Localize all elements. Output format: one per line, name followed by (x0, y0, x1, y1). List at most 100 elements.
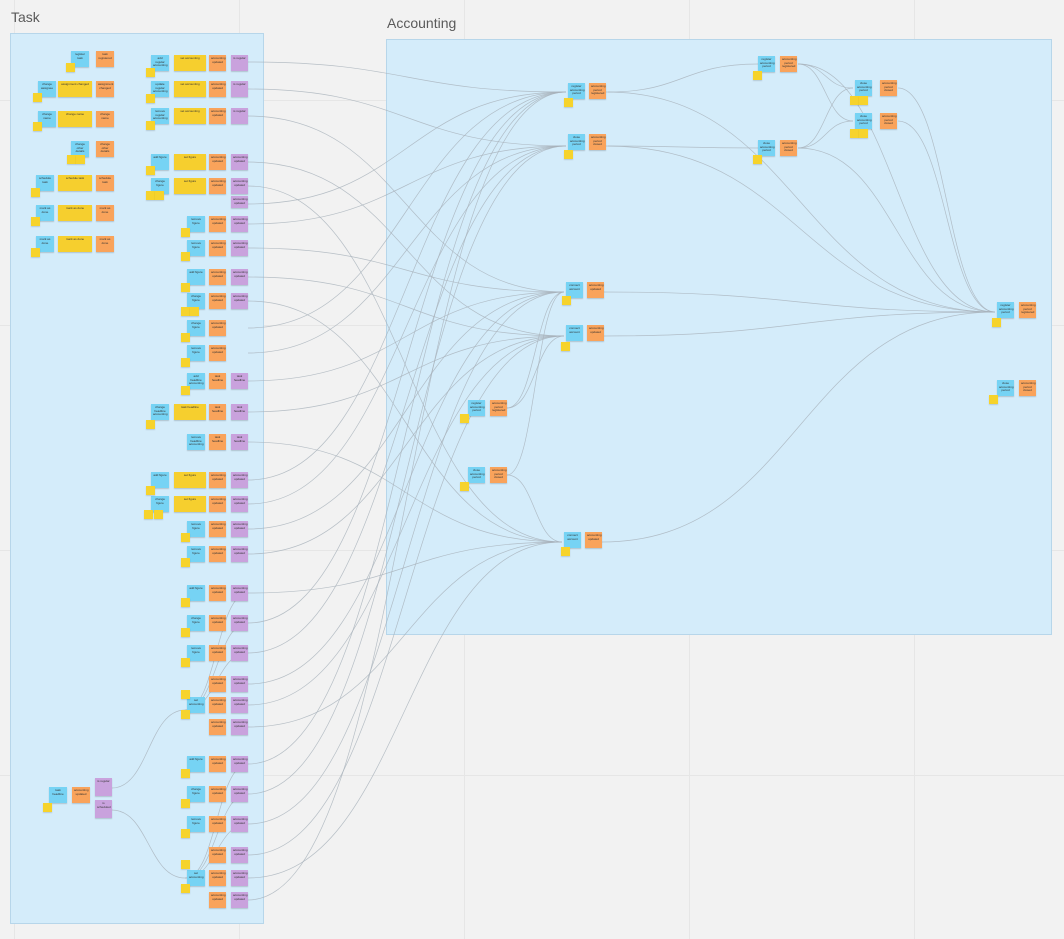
blue-sticky-note[interactable]: add headline accounting (187, 373, 205, 389)
orange-sticky-note[interactable]: accounting period closed (490, 467, 507, 483)
purple-sticky-note[interactable]: accounting updated (231, 546, 248, 562)
orange-sticky-note[interactable]: accounting updated (587, 282, 604, 298)
blue-sticky-note[interactable]: close accounting period (468, 467, 485, 483)
actor-sticky-square[interactable] (155, 191, 164, 200)
orange-sticky-note[interactable]: accounting updated (209, 496, 226, 512)
yellow-sticky-note[interactable]: schedule task (58, 175, 92, 191)
actor-sticky-square[interactable] (181, 628, 190, 637)
orange-sticky-note[interactable]: accounting period closed (1019, 380, 1036, 396)
purple-sticky-note[interactable]: accounting updated (231, 847, 248, 863)
actor-sticky-square[interactable] (989, 395, 998, 404)
purple-sticky-note[interactable]: task headline (231, 434, 248, 450)
orange-sticky-note[interactable]: accounting period closed (880, 113, 897, 129)
blue-sticky-note[interactable]: add figure (151, 154, 169, 170)
actor-sticky-square[interactable] (181, 558, 190, 567)
actor-sticky-square[interactable] (181, 690, 190, 699)
purple-sticky-note[interactable]: accounting updated (231, 756, 248, 772)
orange-sticky-note[interactable]: accounting updated (72, 787, 90, 803)
orange-sticky-note[interactable]: accounting updated (209, 240, 226, 256)
orange-sticky-note[interactable]: accounting period closed (589, 134, 606, 150)
orange-sticky-note[interactable]: accounting updated (209, 847, 226, 863)
purple-sticky-note[interactable]: accounting updated (231, 870, 248, 886)
blue-sticky-note[interactable]: close accounting period (855, 113, 872, 129)
actor-sticky-square[interactable] (460, 482, 469, 491)
blue-sticky-note[interactable]: close accounting period (997, 380, 1014, 396)
actor-sticky-square[interactable] (31, 188, 40, 197)
blue-sticky-note[interactable]: register task (71, 51, 89, 67)
orange-sticky-note[interactable]: task registered (96, 51, 114, 67)
actor-sticky-square[interactable] (753, 71, 762, 80)
orange-sticky-note[interactable]: change name (96, 111, 114, 127)
blue-sticky-note[interactable]: change name (38, 111, 56, 127)
orange-sticky-note[interactable]: mark as done (96, 205, 114, 221)
blue-sticky-note[interactable]: task headline (49, 787, 67, 803)
orange-sticky-note[interactable]: task headline (209, 434, 226, 450)
orange-sticky-note[interactable]: accounting period registered (589, 83, 606, 99)
purple-sticky-note[interactable]: accounting updated (231, 786, 248, 802)
blue-sticky-note[interactable]: set accounting (187, 697, 205, 713)
blue-sticky-note[interactable]: connect account (564, 532, 581, 548)
actor-sticky-square[interactable] (181, 358, 190, 367)
blue-sticky-note[interactable]: remove figure (187, 216, 205, 232)
purple-sticky-note[interactable]: is regular (95, 778, 112, 796)
yellow-sticky-note[interactable]: mark as done (58, 236, 92, 252)
blue-sticky-note[interactable]: remove figure (187, 240, 205, 256)
purple-sticky-note[interactable]: accounting updated (231, 269, 248, 285)
orange-sticky-note[interactable]: accounting updated (209, 892, 226, 908)
purple-sticky-note[interactable]: accounting updated (231, 196, 248, 208)
yellow-sticky-note[interactable]: set accounting (174, 55, 206, 71)
blue-sticky-note[interactable]: add figure (151, 472, 169, 488)
orange-sticky-note[interactable]: accounting updated (209, 216, 226, 232)
orange-sticky-note[interactable]: accounting period registered (490, 400, 507, 416)
orange-sticky-note[interactable]: accounting updated (209, 870, 226, 886)
orange-sticky-note[interactable]: accounting updated (209, 108, 226, 124)
blue-sticky-note[interactable]: mark as done (36, 236, 54, 252)
blue-sticky-note[interactable]: remove figure (187, 521, 205, 537)
actor-sticky-square[interactable] (564, 98, 573, 107)
purple-sticky-note[interactable]: accounting updated (231, 178, 248, 194)
purple-sticky-note[interactable]: is regular (231, 81, 248, 97)
orange-sticky-note[interactable]: accounting updated (209, 756, 226, 772)
yellow-sticky-note[interactable]: assignment changed (58, 81, 92, 97)
blue-sticky-note[interactable]: change figure (187, 320, 205, 336)
orange-sticky-note[interactable]: accounting updated (209, 786, 226, 802)
blue-sticky-note[interactable]: change figure (187, 786, 205, 802)
blue-sticky-note[interactable]: update regular accounting (151, 81, 169, 97)
orange-sticky-note[interactable]: task headline (209, 373, 226, 389)
yellow-sticky-note[interactable]: set accounting (174, 108, 206, 124)
blue-sticky-note[interactable]: mark as done (36, 205, 54, 221)
orange-sticky-note[interactable]: accounting period closed (880, 80, 897, 96)
orange-sticky-note[interactable]: accounting updated (209, 154, 226, 170)
yellow-sticky-note[interactable]: change name (58, 111, 92, 127)
orange-sticky-note[interactable]: change other details (96, 141, 114, 157)
orange-sticky-note[interactable]: accounting updated (209, 81, 226, 97)
orange-sticky-note[interactable]: task headline (209, 404, 226, 420)
actor-sticky-square[interactable] (181, 598, 190, 607)
yellow-sticky-note[interactable]: set figure (174, 496, 206, 512)
yellow-sticky-note[interactable]: task headline (174, 404, 206, 420)
actor-sticky-square[interactable] (859, 96, 868, 105)
blue-sticky-note[interactable]: change other details (71, 141, 89, 157)
actor-sticky-square[interactable] (146, 68, 155, 77)
actor-sticky-square[interactable] (154, 510, 163, 519)
blue-sticky-note[interactable]: add figure (187, 756, 205, 772)
blue-sticky-note[interactable]: schedule task (36, 175, 54, 191)
purple-sticky-note[interactable]: is regular (231, 108, 248, 124)
actor-sticky-square[interactable] (190, 307, 199, 316)
yellow-sticky-note[interactable]: set figure (174, 154, 206, 170)
orange-sticky-note[interactable]: accounting updated (209, 269, 226, 285)
orange-sticky-note[interactable]: accounting updated (209, 697, 226, 713)
actor-sticky-square[interactable] (146, 121, 155, 130)
orange-sticky-note[interactable]: accounting updated (209, 320, 226, 336)
purple-sticky-note[interactable]: task headline (231, 373, 248, 389)
actor-sticky-square[interactable] (561, 342, 570, 351)
actor-sticky-square[interactable] (181, 829, 190, 838)
purple-sticky-note[interactable]: accounting updated (231, 293, 248, 309)
orange-sticky-note[interactable]: accounting period registered (780, 56, 797, 72)
purple-sticky-note[interactable]: accounting updated (231, 719, 248, 735)
blue-sticky-note[interactable]: change figure (187, 615, 205, 631)
yellow-sticky-note[interactable]: mark as done (58, 205, 92, 221)
yellow-sticky-note[interactable]: set accounting (174, 81, 206, 97)
actor-sticky-square[interactable] (67, 155, 76, 164)
blue-sticky-note[interactable]: connect account (566, 282, 583, 298)
